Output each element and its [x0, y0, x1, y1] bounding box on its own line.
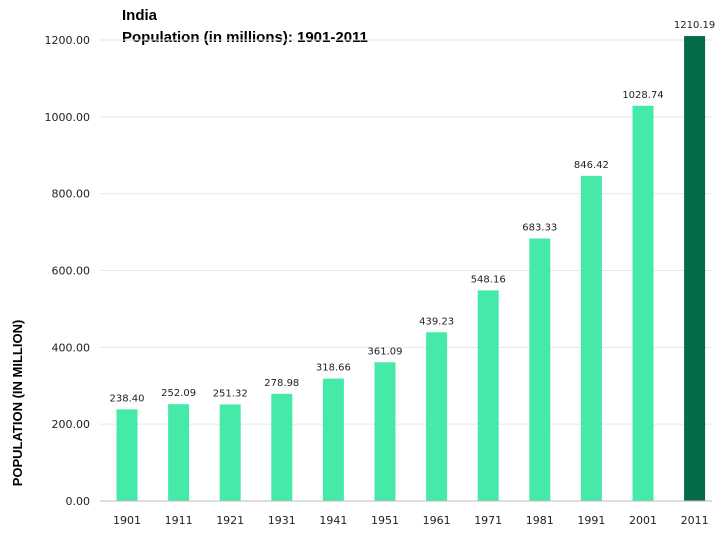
- data-label-1911: 252.09: [161, 388, 196, 399]
- y-tick-label: 1200.00: [45, 34, 91, 47]
- y-tick-label: 600.00: [52, 265, 91, 278]
- data-label-2001: 1028.74: [622, 90, 663, 101]
- data-label-2011: 1210.19: [674, 20, 715, 31]
- data-label-1961: 439.23: [419, 316, 454, 327]
- x-tick-label-1931: 1931: [268, 514, 296, 527]
- data-label-1971: 548.16: [471, 274, 506, 285]
- x-tick-label-2011: 2011: [681, 514, 709, 527]
- bar-2001: [632, 105, 654, 501]
- y-axis-title: POPULATION (IN MILLION): [10, 320, 25, 487]
- bar-2011: [684, 36, 706, 502]
- chart-title-line-2: Population (in millions): 1901-2011: [122, 29, 368, 46]
- data-label-1901: 238.40: [110, 393, 145, 404]
- bar-1991: [580, 175, 602, 501]
- y-axis-ticks: 0.00 200.00 400.00 600.00 800.00 1000.00 1200.…: [45, 34, 91, 508]
- y-tick-label: 400.00: [52, 341, 91, 354]
- data-label-1991: 846.42: [574, 160, 609, 171]
- bar-1921: [219, 404, 241, 501]
- bar-1911: [168, 404, 190, 501]
- x-axis-ticks: 1901 1911 1921 1931 1941 1951 1961 1971 1981 1991…: [113, 514, 709, 527]
- data-label-1921: 251.32: [213, 388, 248, 399]
- x-tick-label-1941: 1941: [319, 514, 347, 527]
- y-tick-label: 1000.00: [45, 111, 91, 124]
- data-label-1951: 361.09: [368, 346, 403, 357]
- x-tick-label-1911: 1911: [165, 514, 193, 527]
- x-tick-label-1991: 1991: [577, 514, 605, 527]
- bar-1961: [426, 332, 448, 501]
- y-tick-label: 800.00: [52, 188, 91, 201]
- x-tick-label-1901: 1901: [113, 514, 141, 527]
- bar-1901: [116, 409, 138, 501]
- x-tick-label-1951: 1951: [371, 514, 399, 527]
- bar-1981: [529, 238, 551, 501]
- y-tick-label: 200.00: [52, 418, 91, 431]
- bar-1971: [477, 290, 499, 501]
- gridlines: [100, 39, 712, 425]
- data-label-1931: 278.98: [264, 378, 299, 389]
- bar-1951: [374, 362, 396, 501]
- y-tick-label: 0.00: [66, 495, 91, 508]
- data-label-1981: 683.33: [522, 222, 557, 233]
- chart-title-line-1: India: [122, 7, 158, 24]
- value-labels: 238.40 252.09 251.32 278.98 318.66 361.09 439.…: [110, 20, 716, 404]
- x-tick-label-1961: 1961: [423, 514, 451, 527]
- x-tick-label-1971: 1971: [474, 514, 502, 527]
- bar-1941: [322, 378, 344, 501]
- x-tick-label-1981: 1981: [526, 514, 554, 527]
- bars: [116, 36, 706, 502]
- x-tick-label-1921: 1921: [216, 514, 244, 527]
- bar-1931: [271, 393, 293, 501]
- x-tick-label-2001: 2001: [629, 514, 657, 527]
- data-label-1941: 318.66: [316, 363, 351, 374]
